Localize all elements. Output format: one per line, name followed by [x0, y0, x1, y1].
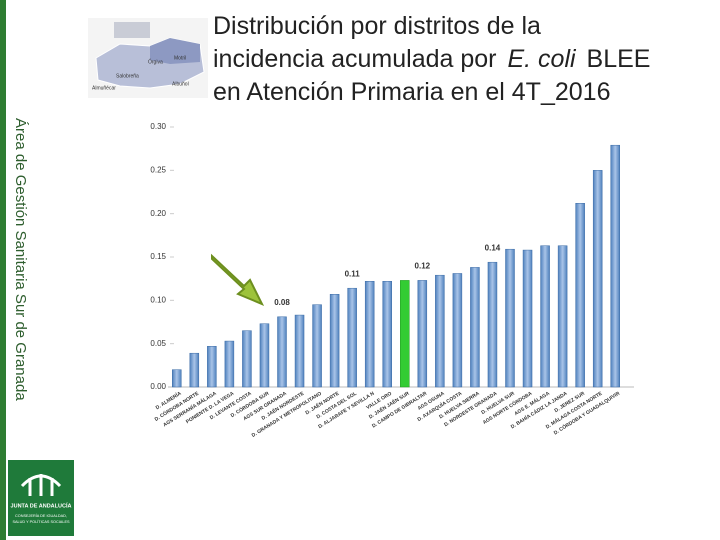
- bar: [610, 144, 620, 388]
- logo-bg: [8, 460, 74, 536]
- bar: [189, 352, 200, 388]
- bar: [294, 314, 305, 388]
- bar: [540, 245, 550, 388]
- data-label: 0.12: [415, 262, 431, 271]
- map-logo: Órgiva Motril Salobreña Almuñécar Albuño…: [88, 18, 208, 98]
- bar: [592, 170, 603, 388]
- logo-text: SALUD Y POLÍTICAS SOCIALES: [12, 520, 70, 524]
- map-label: Salobreña: [116, 73, 139, 79]
- bar: [452, 273, 463, 388]
- bar: [522, 249, 533, 388]
- y-tick-label: 0.15: [150, 252, 166, 261]
- title-italic: E. coli: [507, 45, 576, 73]
- data-label: 0.08: [274, 298, 290, 307]
- bar: [259, 323, 270, 388]
- logo-emblem: [20, 474, 62, 496]
- bar: [487, 261, 498, 388]
- bar: [312, 304, 322, 388]
- data-label: 0.11: [345, 269, 361, 278]
- side-stripe: [0, 0, 6, 540]
- y-tick-label: 0.05: [150, 339, 166, 348]
- bar: [470, 267, 480, 388]
- y-tick-label: 0.30: [150, 122, 166, 131]
- y-tick-label: 0.10: [150, 295, 166, 304]
- y-tick-label: 0.20: [150, 209, 166, 218]
- y-tick-label: 0.25: [150, 165, 166, 174]
- map-shape: [150, 38, 200, 64]
- logo-text: JUNTA DE ANDALUCÍA: [11, 501, 72, 509]
- building: [114, 22, 150, 38]
- bar: [242, 330, 252, 388]
- y-tick-label: 0.00: [150, 382, 166, 391]
- bar: [329, 294, 340, 388]
- bar: [435, 274, 445, 388]
- map-label: Órgiva: [148, 58, 163, 65]
- data-label: 0.14: [485, 243, 501, 252]
- bar: [505, 248, 515, 388]
- side-text: Área de Gestión Sanitaria Sur de Granada: [12, 118, 29, 401]
- bar: [172, 369, 182, 388]
- map-label: Almuñécar: [92, 85, 116, 91]
- bar: [382, 281, 392, 388]
- footer-logo: JUNTA DE ANDALUCÍA CONSEJERÍA DE IGUALDA…: [8, 460, 74, 536]
- bar: [400, 280, 410, 388]
- map-label: Motril: [174, 55, 186, 61]
- bar: [277, 316, 287, 388]
- bar: [557, 245, 568, 388]
- logo-text: CONSEJERÍA DE IGUALDAD,: [15, 514, 67, 518]
- title-line: en Atención Primaria en el 4T_2016: [213, 78, 611, 106]
- bar: [575, 203, 585, 388]
- title-line: BLEE: [586, 45, 651, 73]
- arrow: [211, 253, 265, 306]
- title: Distribución por distritos de la inciden…: [213, 10, 713, 109]
- bar: [347, 287, 357, 388]
- map-label: Albuñol: [172, 81, 189, 87]
- bar: [224, 340, 235, 388]
- title-line: incidencia acumulada por: [213, 45, 497, 73]
- title-line: Distribución por distritos de la: [213, 12, 541, 40]
- bar: [364, 281, 375, 388]
- bar: [417, 280, 428, 388]
- bar: [207, 346, 217, 388]
